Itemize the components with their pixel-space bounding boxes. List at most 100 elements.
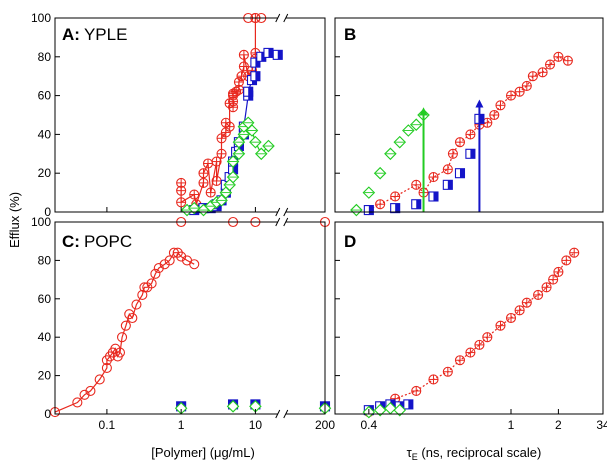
data-point <box>411 385 422 397</box>
data-point <box>428 191 439 202</box>
data-point <box>232 135 246 149</box>
point-square-fill <box>470 149 475 159</box>
point-circle <box>189 259 200 270</box>
data-point <box>189 189 200 200</box>
axis-break-mark <box>283 409 289 419</box>
point-square-fill <box>268 48 273 58</box>
point-circle <box>94 374 105 385</box>
y-tick-label: 20 <box>38 369 52 383</box>
point-square-fill <box>255 58 260 68</box>
panel-d-label: D <box>344 232 356 251</box>
data-point <box>255 147 268 161</box>
data-point <box>85 385 96 397</box>
point-square-fill <box>395 203 400 213</box>
fit-line <box>54 252 195 413</box>
data-point <box>211 156 222 167</box>
data-point <box>465 148 476 159</box>
data-point <box>224 121 235 132</box>
panel-box <box>54 221 326 415</box>
data-point <box>237 128 251 141</box>
data-point <box>521 80 532 91</box>
data-point <box>176 177 187 188</box>
data-point <box>474 339 485 350</box>
data-point <box>215 194 228 207</box>
data-point <box>243 86 254 97</box>
data-point <box>454 355 466 366</box>
point-circle <box>131 299 142 310</box>
point-diamond <box>373 403 387 417</box>
data-point <box>245 124 259 137</box>
x-axis-title-right: τE (ns, reciprocal scale) <box>407 445 542 462</box>
point-circle <box>150 268 161 279</box>
point-circle <box>120 320 131 331</box>
data-point <box>393 135 407 149</box>
panel-a-name: YPLE <box>84 25 127 44</box>
data-point <box>541 282 552 293</box>
panel-b-label: B <box>344 25 356 44</box>
point-circle <box>164 255 175 266</box>
data-point <box>553 51 564 62</box>
data-point <box>562 55 573 66</box>
data-point <box>373 166 387 180</box>
axis-break-mark <box>275 409 281 419</box>
point-circle <box>72 397 83 408</box>
point-circle <box>137 289 148 301</box>
panel-frame-B <box>334 17 604 213</box>
point-circle <box>101 362 112 373</box>
data-point <box>172 247 183 258</box>
data-point <box>238 49 249 60</box>
x-tick-label: 0.4 <box>361 418 378 432</box>
data-point <box>495 320 506 331</box>
data-point <box>428 172 439 183</box>
data-point <box>146 278 157 289</box>
data-point <box>442 366 453 377</box>
data-point <box>505 90 517 101</box>
data-point <box>101 362 112 373</box>
data-point <box>137 289 148 301</box>
data-point <box>249 135 262 149</box>
point-square-fill <box>255 71 260 81</box>
point-circle <box>172 247 183 258</box>
panel-c-label: C: POPC <box>62 232 132 251</box>
x-tick-label: 10 <box>249 418 263 432</box>
panel-a-letter: A: <box>62 25 80 44</box>
y-tick-label: 0 <box>44 407 51 421</box>
point-diamond <box>393 403 407 417</box>
point-square-fill <box>408 399 413 409</box>
data-point <box>544 59 556 70</box>
x-tick-label: 2 <box>555 418 562 432</box>
axis-break-mark <box>275 217 281 227</box>
y-tick-label: 0 <box>44 205 51 219</box>
data-point <box>548 274 559 285</box>
x-tick-label: 1 <box>508 418 515 432</box>
data-point <box>362 186 376 199</box>
trend-arrow-head <box>419 107 428 116</box>
point-circle <box>117 332 128 343</box>
x-tick-label: 200 <box>315 418 335 432</box>
data-point <box>393 403 407 417</box>
data-point <box>226 170 240 184</box>
point-square-fill <box>433 191 438 201</box>
data-point <box>495 100 506 111</box>
tau-subscript: E <box>412 452 418 462</box>
point-square-fill <box>277 50 283 60</box>
data-point <box>409 118 423 131</box>
data-point <box>187 201 201 215</box>
y-tick-label: 80 <box>38 50 52 64</box>
data-point <box>211 175 222 187</box>
data-point <box>198 177 209 188</box>
data-point <box>131 299 142 310</box>
data-point <box>447 148 458 159</box>
data-point <box>505 312 517 324</box>
y-tick-label: 20 <box>38 166 52 180</box>
panel-box <box>334 17 604 213</box>
point-circle <box>146 278 157 289</box>
data-point <box>384 147 397 161</box>
x-tick-label: 34 <box>596 418 607 432</box>
data-point <box>428 374 439 385</box>
data-point <box>411 199 422 210</box>
data-point <box>198 168 209 179</box>
y-axis-title: Efflux (%) <box>7 192 22 248</box>
point-square-fill <box>233 164 238 174</box>
